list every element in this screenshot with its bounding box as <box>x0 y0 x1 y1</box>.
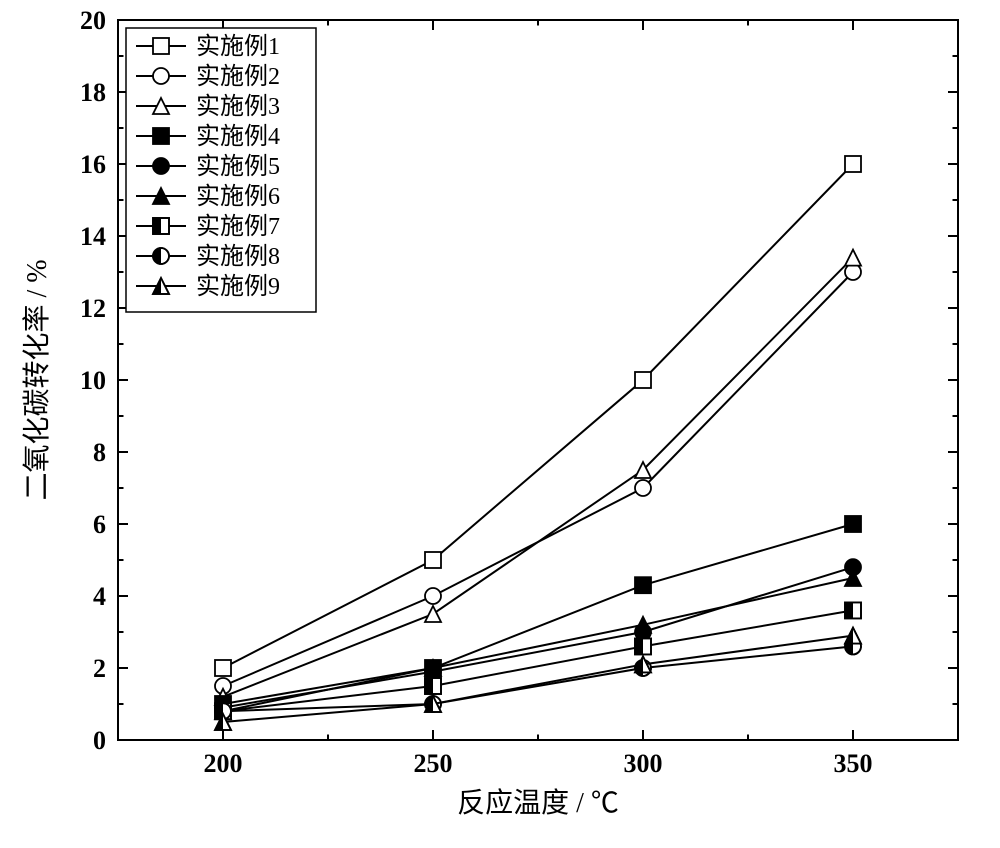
svg-text:二氧化碳转化率 / %: 二氧化碳转化率 / % <box>21 259 53 500</box>
line-chart: 200 250 300 350 0 2 4 6 8 10 12 14 16 18 20 反应温度 / ℃ 二氧化… <box>0 0 1000 848</box>
svg-text:实施例9: 实施例9 <box>196 273 280 300</box>
svg-text:0: 0 <box>93 726 106 755</box>
svg-text:实施例8: 实施例8 <box>196 243 280 270</box>
svg-text:实施例5: 实施例5 <box>196 153 280 180</box>
svg-text:12: 12 <box>80 294 106 323</box>
svg-text:18: 18 <box>80 78 106 107</box>
svg-text:反应温度 / ℃: 反应温度 / ℃ <box>457 787 619 819</box>
svg-text:350: 350 <box>834 749 873 778</box>
svg-text:实施例7: 实施例7 <box>196 213 280 240</box>
svg-text:200: 200 <box>204 749 243 778</box>
svg-text:实施例2: 实施例2 <box>196 63 280 90</box>
svg-text:4: 4 <box>93 582 106 611</box>
svg-text:2: 2 <box>93 654 106 683</box>
svg-text:实施例4: 实施例4 <box>196 123 280 150</box>
svg-text:6: 6 <box>93 510 106 539</box>
svg-text:14: 14 <box>80 222 106 251</box>
svg-text:实施例1: 实施例1 <box>196 33 280 60</box>
svg-text:实施例3: 实施例3 <box>196 93 280 120</box>
svg-text:实施例6: 实施例6 <box>196 183 280 210</box>
svg-text:250: 250 <box>414 749 453 778</box>
svg-text:20: 20 <box>80 6 106 35</box>
svg-text:300: 300 <box>624 749 663 778</box>
svg-text:10: 10 <box>80 366 106 395</box>
svg-text:8: 8 <box>93 438 106 467</box>
svg-text:16: 16 <box>80 150 106 179</box>
